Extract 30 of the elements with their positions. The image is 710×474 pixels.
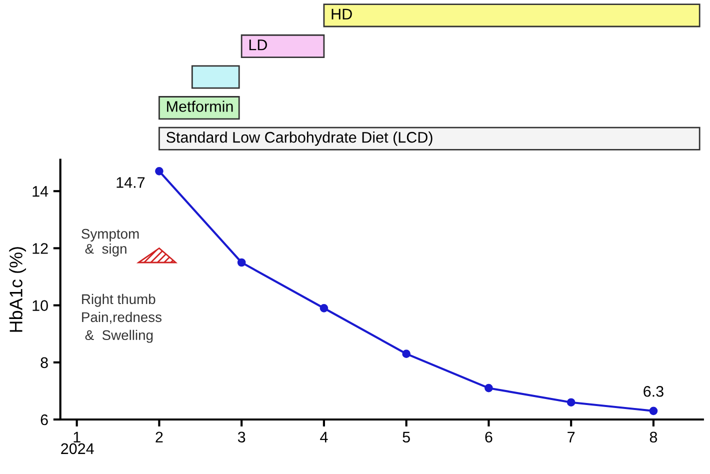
category-label: LD bbox=[249, 40, 267, 50]
category-label: Standard Low Carbohydrate Diet (LCD) bbox=[166, 132, 432, 146]
x-tick-label: 6 bbox=[485, 432, 492, 443]
category-label: Metformin bbox=[167, 100, 233, 112]
y-tick-label: 6 bbox=[40, 414, 48, 426]
x-tick-label: 8 bbox=[650, 432, 658, 443]
annotation: Right thumb Pain,redness & Swelling bbox=[82, 294, 162, 343]
y-tick-label: 14 bbox=[32, 186, 48, 197]
y-tick-label: 12 bbox=[32, 243, 48, 254]
x-tick-label: 1 bbox=[74, 432, 80, 442]
point bbox=[155, 166, 164, 176]
x-tick-label: 7 bbox=[568, 432, 575, 442]
point bbox=[649, 406, 658, 416]
x-tick-label: 3 bbox=[238, 432, 246, 443]
point bbox=[484, 384, 493, 392]
y-axis-title: HbA1c (%) bbox=[9, 247, 26, 332]
y-tick-label: 10 bbox=[32, 300, 48, 311]
point bbox=[566, 398, 576, 407]
x-tick-label: 4 bbox=[320, 432, 328, 442]
annotation: Symptom & sign bbox=[82, 228, 139, 256]
point bbox=[402, 350, 411, 358]
data-label: 14.7 bbox=[116, 177, 145, 188]
text: 2024 bbox=[61, 443, 94, 454]
x-tick-label: 2 bbox=[156, 432, 163, 442]
y-tick-label: 8 bbox=[40, 357, 48, 368]
data-label: 6.3 bbox=[644, 386, 664, 397]
point bbox=[237, 258, 246, 267]
category-label: HD bbox=[332, 8, 352, 20]
point bbox=[320, 304, 328, 312]
x-tick-label: 5 bbox=[402, 432, 410, 443]
